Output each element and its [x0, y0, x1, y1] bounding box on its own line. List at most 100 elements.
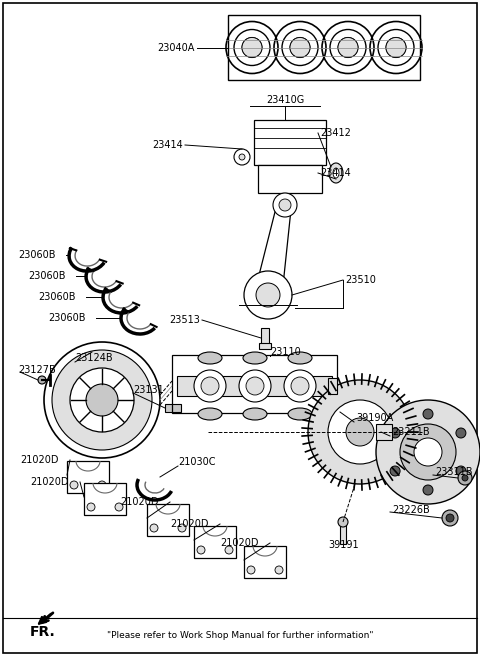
Text: 23513: 23513 — [169, 315, 200, 325]
Text: 23510: 23510 — [345, 275, 376, 285]
Circle shape — [279, 199, 291, 211]
Circle shape — [246, 377, 264, 395]
Bar — [177, 376, 332, 396]
Text: 23226B: 23226B — [392, 505, 430, 515]
Circle shape — [308, 380, 412, 484]
Bar — [259, 343, 271, 349]
Text: 39191: 39191 — [328, 540, 359, 550]
Ellipse shape — [243, 408, 267, 420]
Circle shape — [290, 37, 310, 58]
Circle shape — [201, 377, 219, 395]
Text: 23110: 23110 — [270, 347, 301, 357]
Ellipse shape — [329, 163, 343, 183]
Circle shape — [234, 149, 250, 165]
Circle shape — [284, 370, 316, 402]
Bar — [328, 378, 337, 394]
Ellipse shape — [288, 352, 312, 364]
Ellipse shape — [288, 408, 312, 420]
Text: FR.: FR. — [30, 625, 56, 639]
Bar — [67, 461, 109, 493]
Bar — [258, 165, 322, 193]
Circle shape — [346, 418, 374, 446]
Bar — [165, 404, 181, 412]
Circle shape — [338, 37, 358, 58]
Text: 23127B: 23127B — [18, 365, 56, 375]
Bar — [194, 526, 236, 558]
Circle shape — [328, 400, 392, 464]
Circle shape — [390, 466, 400, 476]
Circle shape — [456, 428, 466, 438]
Circle shape — [423, 485, 433, 495]
Circle shape — [400, 424, 456, 480]
Text: 23060B: 23060B — [48, 313, 85, 323]
Circle shape — [291, 377, 309, 395]
Text: 21020D: 21020D — [20, 455, 59, 465]
Text: 23414: 23414 — [152, 140, 183, 150]
Bar — [340, 522, 346, 544]
Circle shape — [244, 271, 292, 319]
Circle shape — [194, 370, 226, 402]
Bar — [172, 355, 337, 413]
Ellipse shape — [333, 168, 339, 178]
Circle shape — [273, 193, 297, 217]
Text: 23211B: 23211B — [392, 427, 430, 437]
Circle shape — [446, 514, 454, 522]
Text: 23412: 23412 — [320, 128, 351, 138]
Circle shape — [87, 503, 95, 511]
Circle shape — [197, 546, 205, 554]
Text: 23060B: 23060B — [18, 250, 56, 260]
Circle shape — [462, 475, 468, 481]
Text: 21020D: 21020D — [220, 538, 259, 548]
Text: 23060B: 23060B — [28, 271, 65, 281]
Circle shape — [98, 481, 106, 489]
Circle shape — [256, 283, 280, 307]
Ellipse shape — [198, 352, 222, 364]
Circle shape — [239, 370, 271, 402]
Circle shape — [70, 368, 134, 432]
Circle shape — [247, 566, 255, 574]
Circle shape — [442, 510, 458, 526]
Circle shape — [239, 154, 245, 160]
Circle shape — [242, 37, 262, 58]
Circle shape — [70, 481, 78, 489]
Text: 23060B: 23060B — [38, 292, 75, 302]
Circle shape — [225, 546, 233, 554]
Bar — [228, 15, 420, 80]
Circle shape — [456, 466, 466, 476]
Bar — [147, 504, 189, 536]
Circle shape — [458, 471, 472, 485]
Bar — [261, 328, 269, 346]
Circle shape — [115, 503, 123, 511]
Text: 23124B: 23124B — [75, 353, 113, 363]
Circle shape — [390, 428, 400, 438]
Bar — [84, 483, 126, 515]
Text: 39190A: 39190A — [356, 413, 393, 423]
Circle shape — [86, 384, 118, 416]
Text: 23410G: 23410G — [266, 95, 304, 105]
Circle shape — [376, 400, 480, 504]
Text: 23414: 23414 — [320, 168, 351, 178]
Circle shape — [423, 409, 433, 419]
Text: 21020D: 21020D — [170, 519, 208, 529]
Circle shape — [178, 524, 186, 532]
Text: "Please refer to Work Shop Manual for further information": "Please refer to Work Shop Manual for fu… — [107, 632, 373, 640]
Text: 21020D: 21020D — [120, 497, 158, 507]
Text: 23311B: 23311B — [435, 467, 472, 477]
Circle shape — [150, 524, 158, 532]
Circle shape — [338, 517, 348, 527]
Circle shape — [275, 566, 283, 574]
Circle shape — [386, 37, 406, 58]
Bar — [254, 120, 326, 165]
Text: 21020D: 21020D — [30, 477, 69, 487]
Circle shape — [44, 342, 160, 458]
Bar — [244, 546, 286, 578]
Bar — [376, 424, 392, 440]
Circle shape — [38, 376, 46, 384]
Text: 23131: 23131 — [133, 385, 164, 395]
Polygon shape — [254, 200, 292, 295]
Ellipse shape — [198, 408, 222, 420]
Circle shape — [52, 350, 152, 450]
Ellipse shape — [243, 352, 267, 364]
Text: 23040A: 23040A — [157, 43, 195, 53]
Text: 21030C: 21030C — [178, 457, 216, 467]
